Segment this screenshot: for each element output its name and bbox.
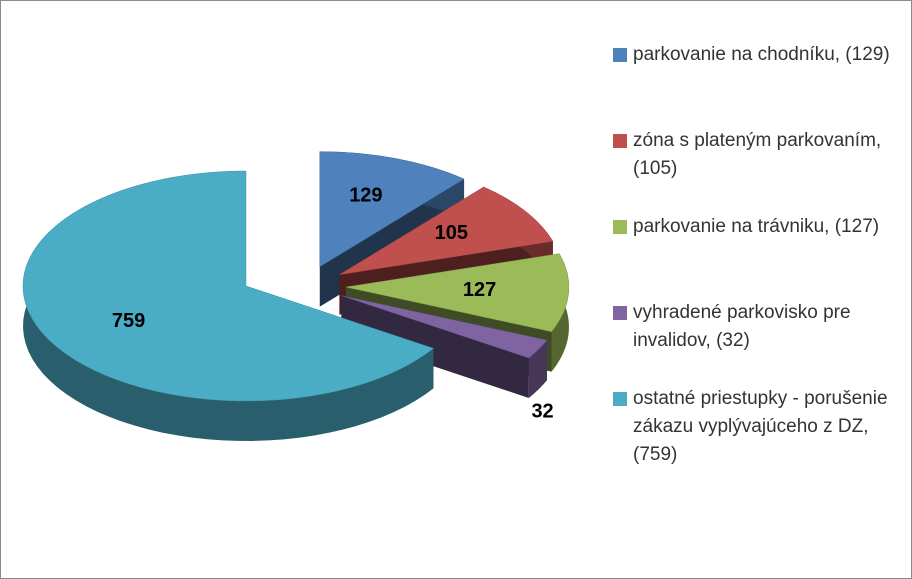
legend-swatch [613, 306, 627, 320]
data-label: 127 [463, 279, 496, 301]
slice-top [345, 253, 570, 332]
legend-label: zóna s plateným parkovaním, (105) [633, 130, 882, 179]
data-label: 105 [435, 222, 468, 244]
pie-area: 129 105 127 32 759 [22, 151, 570, 441]
slice-side [528, 340, 547, 398]
slice [341, 295, 548, 398]
slice-wall [341, 295, 529, 398]
legend-item: zóna s plateným parkovaním, (105) [613, 127, 909, 213]
slice-top [341, 295, 548, 359]
legend-swatch [613, 392, 627, 406]
legend-item: vyhradené parkovisko pre invalidov, (32) [613, 299, 909, 385]
legend-item: parkovanie na chodníku, (129) [613, 41, 909, 127]
legend: parkovanie na chodníku, (129) zóna s plat… [613, 41, 909, 469]
legend-label: vyhradené parkovisko pre invalidov, (32) [633, 302, 851, 351]
legend-item: ostatné priestupky - porušenie zákazu vy… [613, 385, 909, 469]
legend-swatch [613, 220, 627, 234]
slice [22, 170, 434, 441]
data-label: 32 [531, 401, 553, 423]
legend-label: parkovanie na chodníku, (129) [633, 44, 890, 65]
data-label: 129 [349, 185, 382, 207]
legend-label: ostatné priestupky - porušenie zákazu vy… [633, 388, 888, 465]
data-label: 759 [112, 310, 145, 332]
legend-swatch [613, 48, 627, 62]
legend-label: parkovanie na trávniku, (127) [633, 216, 880, 237]
slice-top [22, 170, 434, 402]
slice-top [319, 151, 465, 268]
legend-swatch [613, 134, 627, 148]
slice-top [339, 186, 554, 275]
legend-item: parkovanie na trávniku, (127) [613, 213, 909, 299]
